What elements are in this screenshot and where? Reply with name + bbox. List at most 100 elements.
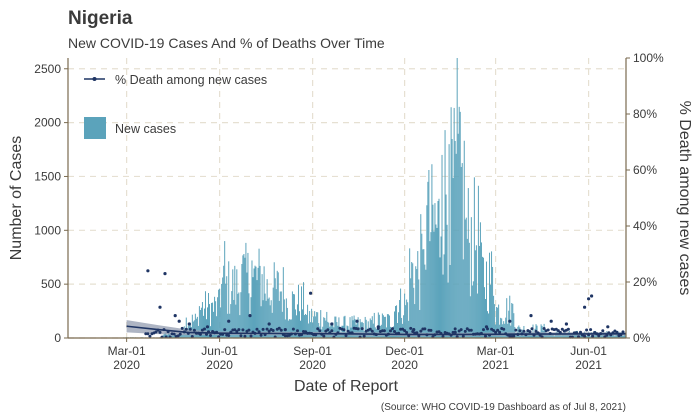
y-axis-ticks-left: 0 500 1000 1500 2000 2500: [34, 62, 68, 345]
bar: [414, 304, 416, 338]
point: [186, 331, 190, 335]
bar: [278, 300, 280, 338]
chart-subtitle: New COVID-19 Cases And % of Deaths Over …: [68, 35, 385, 51]
point: [415, 331, 419, 335]
x-tick-label-year: 2021: [482, 358, 509, 372]
bars-new-cases: [123, 58, 627, 338]
y-tick-label-left: 1500: [34, 169, 61, 183]
bar: [397, 323, 399, 338]
point: [546, 328, 550, 332]
bar: [386, 314, 388, 338]
x-axis-title: Date of Report: [294, 378, 399, 395]
point: [463, 329, 467, 333]
bar: [292, 294, 294, 338]
bar: [306, 314, 308, 338]
point: [205, 332, 208, 336]
bar: [441, 154, 443, 338]
bar: [490, 284, 492, 338]
point: [429, 328, 433, 332]
bar: [256, 280, 258, 338]
bar: [233, 299, 235, 338]
bar: [546, 334, 548, 338]
bar: [365, 319, 367, 338]
bar: [452, 178, 454, 338]
x-tick-label: Jun-01: [570, 344, 607, 358]
bar: [406, 299, 408, 338]
bar: [430, 232, 432, 338]
bar: [239, 315, 241, 338]
point: [549, 319, 553, 323]
bar: [465, 217, 467, 338]
point: [459, 328, 463, 332]
point: [239, 334, 243, 338]
point: [528, 330, 532, 334]
bar: [226, 276, 228, 338]
y-axis-title-right: % Death among new cases: [676, 101, 693, 296]
point: [564, 322, 569, 326]
bar: [517, 326, 519, 338]
point: [534, 329, 538, 333]
bar: [247, 252, 249, 338]
bar: [314, 311, 316, 338]
bar: [336, 322, 338, 338]
bar: [207, 307, 208, 338]
y-tick-label-left: 2000: [34, 116, 61, 130]
bar: [419, 309, 421, 338]
bar: [403, 315, 405, 338]
bar: [283, 299, 285, 338]
point: [419, 329, 423, 333]
point: [575, 331, 578, 335]
bar: [342, 325, 344, 338]
point: [146, 332, 150, 336]
bar: [457, 133, 459, 338]
bar: [486, 261, 487, 338]
point: [496, 328, 500, 332]
point: [296, 329, 299, 333]
bar: [360, 322, 362, 338]
bar: [412, 263, 414, 338]
point: [453, 327, 457, 331]
bar: [587, 335, 589, 338]
x-tick-label: Sep-01: [293, 344, 332, 358]
bar: [446, 224, 448, 338]
bar: [506, 298, 508, 338]
bar: [428, 170, 430, 338]
point: [461, 334, 465, 338]
bar: [387, 314, 389, 338]
bar: [624, 335, 626, 338]
point: [154, 330, 158, 334]
point: [494, 330, 498, 334]
bar: [201, 302, 203, 338]
point: [190, 335, 194, 338]
point: [431, 335, 435, 339]
point: [261, 327, 265, 331]
point: [514, 328, 518, 332]
bar: [616, 333, 618, 338]
bar: [530, 333, 532, 338]
bar: [435, 224, 437, 338]
point: [595, 332, 599, 336]
bar: [449, 265, 451, 338]
point: [283, 334, 287, 338]
bar: [565, 333, 567, 338]
bar: [215, 301, 217, 338]
point: [259, 333, 263, 337]
bar: [312, 322, 314, 338]
x-tick-label-year: 2020: [206, 358, 233, 372]
point: [209, 334, 212, 337]
bar: [456, 58, 458, 338]
point: [235, 330, 239, 333]
bar: [286, 307, 288, 338]
point: [587, 297, 591, 301]
y-tick-label-right: 0%: [633, 331, 651, 345]
bar: [300, 320, 301, 338]
point: [309, 291, 313, 295]
bar: [228, 261, 230, 338]
point: [566, 327, 570, 331]
point: [482, 328, 485, 332]
point: [300, 333, 303, 337]
point: [221, 332, 225, 336]
bar: [427, 181, 429, 338]
axes: [67, 58, 627, 339]
point: [601, 329, 605, 333]
